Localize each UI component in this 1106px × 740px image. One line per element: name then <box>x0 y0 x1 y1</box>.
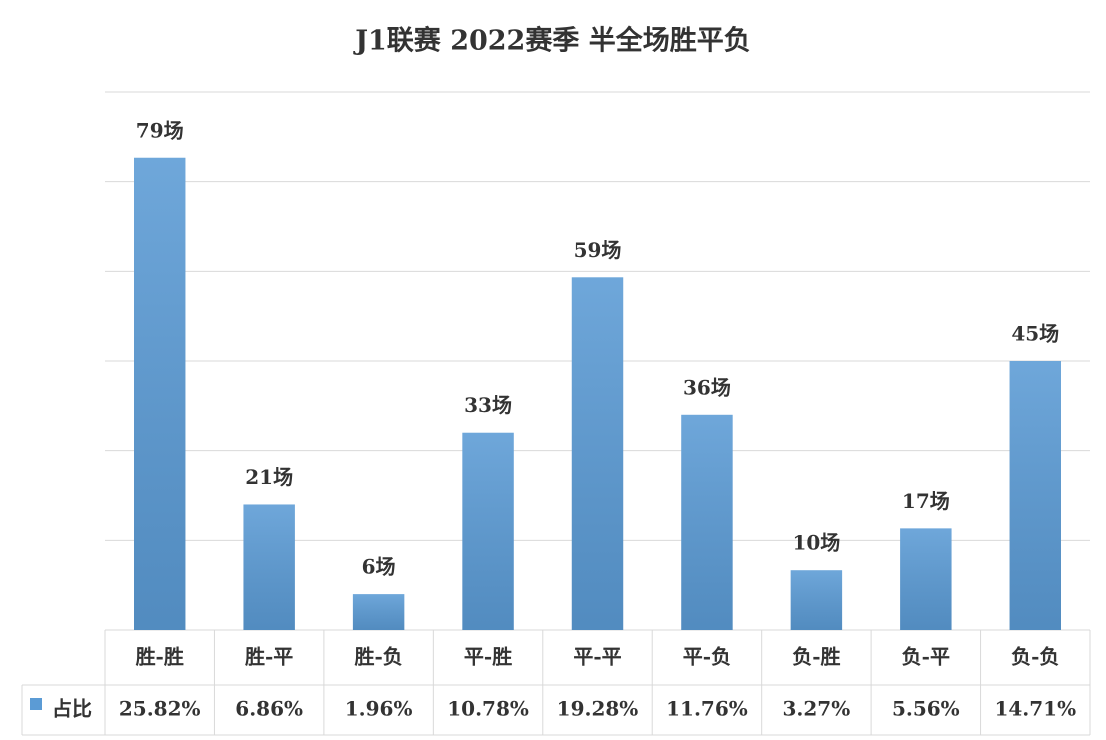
x-tick-label: 胜-平 <box>245 645 293 669</box>
data-label: 45场 <box>1011 322 1059 346</box>
x-tick-label: 平-胜 <box>464 645 512 669</box>
table-cell: 19.28% <box>557 697 639 721</box>
table-row-label: 占比 <box>52 697 92 721</box>
bar-shade <box>790 570 843 630</box>
data-label: 21场 <box>245 465 293 489</box>
data-label: 6场 <box>362 555 396 579</box>
data-label: 59场 <box>574 238 622 262</box>
table-cell: 3.27% <box>783 697 851 721</box>
x-tick-label: 平-负 <box>683 645 731 669</box>
table-cell: 5.56% <box>892 697 960 721</box>
table-cell: 10.78% <box>447 697 529 721</box>
bar-shade <box>681 414 733 630</box>
data-label: 36场 <box>683 375 731 399</box>
bar-shade <box>571 277 624 630</box>
bar-shade <box>243 504 295 630</box>
data-label: 10场 <box>792 531 840 555</box>
bar-shade <box>134 157 186 630</box>
bar-shade <box>462 432 514 630</box>
table-cell: 25.82% <box>119 697 201 721</box>
x-tick-label: 胜-负 <box>354 645 402 669</box>
bar-shade <box>1009 361 1061 630</box>
legend-key <box>30 698 42 710</box>
table-cell: 6.86% <box>235 697 303 721</box>
x-tick-label: 负-平 <box>902 645 950 669</box>
x-tick-label: 负-胜 <box>792 645 840 669</box>
bar-shade <box>352 594 405 630</box>
data-label: 79场 <box>136 118 184 142</box>
data-label: 17场 <box>902 489 950 513</box>
table-cell: 1.96% <box>345 697 413 721</box>
table-cell: 14.71% <box>994 697 1076 721</box>
x-tick-label: 胜-胜 <box>136 645 184 669</box>
x-tick-label: 负-负 <box>1011 645 1059 669</box>
data-label: 33场 <box>464 393 512 417</box>
x-tick-label: 平-平 <box>573 645 621 669</box>
chart-title: J1联赛 2022赛季 半全场胜平负 <box>353 25 751 57</box>
table-cell: 11.76% <box>666 697 748 721</box>
bar-shade <box>900 528 952 630</box>
